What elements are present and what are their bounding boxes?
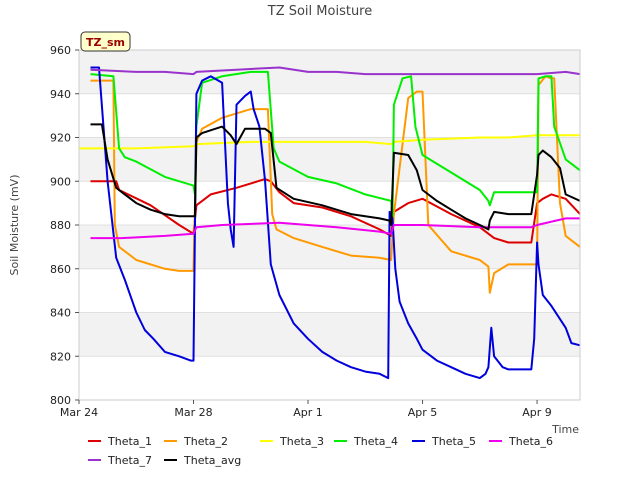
x-tick-label: Mar 24 [60, 406, 98, 419]
x-tick-label: Apr 1 [293, 406, 323, 419]
y-tick-label: 900 [50, 175, 71, 188]
site-badge-box [80, 31, 131, 52]
legend-item-theta-avg: Theta_avg [164, 454, 241, 467]
y-tick-label: 920 [50, 132, 71, 145]
chart-title: TZ Soil Moisture [267, 4, 373, 19]
series-line-theta-3 [79, 134, 580, 150]
y-tick-label: 940 [50, 88, 71, 101]
legend-item-theta-6: Theta_6 [489, 435, 553, 448]
plot-band [79, 356, 580, 400]
legend-item-theta-2: Theta_2 [164, 435, 228, 448]
x-tick-label: Apr 9 [522, 406, 552, 419]
y-axis-ticks: 800 820 840 860 880 900 920 940 960 [50, 44, 79, 407]
plot-band [79, 181, 580, 225]
site-badge: TZ_sm [80, 31, 131, 52]
series-line-theta-avg [90, 123, 581, 231]
legend-label: Theta_7 [107, 454, 152, 467]
legend-label: Theta_2 [183, 435, 228, 448]
legend-label: Theta_1 [107, 435, 152, 448]
site-badge-text: TZ_sm [86, 36, 125, 49]
x-axis-ticks: Mar 24 Mar 28 Apr 1 Apr 5 Apr 9 [60, 400, 552, 419]
y-tick-label: 960 [50, 44, 71, 57]
plot-band [79, 225, 580, 269]
series-line-theta-5 [90, 66, 581, 380]
x-axis-label: Time [551, 423, 579, 436]
legend-item-theta-5: Theta_5 [412, 435, 476, 448]
y-tick-label: 820 [50, 350, 71, 363]
plot-band [79, 137, 580, 182]
legend-label: Theta_6 [508, 435, 553, 448]
plot-band [79, 93, 580, 138]
y-tick-label: 840 [50, 307, 71, 320]
series-lines [79, 66, 581, 380]
legend-item-theta-3: Theta_3 [260, 435, 324, 448]
legend-label: Theta_avg [183, 454, 241, 467]
series-line-theta-7 [90, 66, 581, 76]
x-tick-label: Apr 5 [408, 406, 438, 419]
y-tick-label: 880 [50, 219, 71, 232]
x-tick-label: Mar 28 [174, 406, 212, 419]
legend-label: Theta_3 [279, 435, 324, 448]
legend: Theta_1 Theta_2 Theta_3 Theta_4 Theta_5 Theta… [88, 435, 553, 467]
legend-item-theta-4: Theta_4 [334, 435, 398, 448]
legend-item-theta-1: Theta_1 [88, 435, 152, 448]
legend-item-theta-7: Theta_7 [88, 454, 152, 467]
y-tick-label: 860 [50, 263, 71, 276]
series-line-theta-6 [90, 217, 580, 240]
plot-band [79, 268, 580, 313]
series-line-theta-1 [90, 178, 581, 244]
y-axis-label: Soil Moisture (mV) [8, 175, 21, 276]
legend-label: Theta_5 [431, 435, 476, 448]
y-tick-label: 800 [50, 394, 71, 407]
plot-band [79, 312, 580, 357]
legend-label: Theta_4 [353, 435, 398, 448]
plot-background [79, 50, 580, 400]
